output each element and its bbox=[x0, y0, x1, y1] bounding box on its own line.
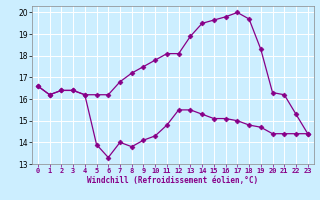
X-axis label: Windchill (Refroidissement éolien,°C): Windchill (Refroidissement éolien,°C) bbox=[87, 176, 258, 185]
